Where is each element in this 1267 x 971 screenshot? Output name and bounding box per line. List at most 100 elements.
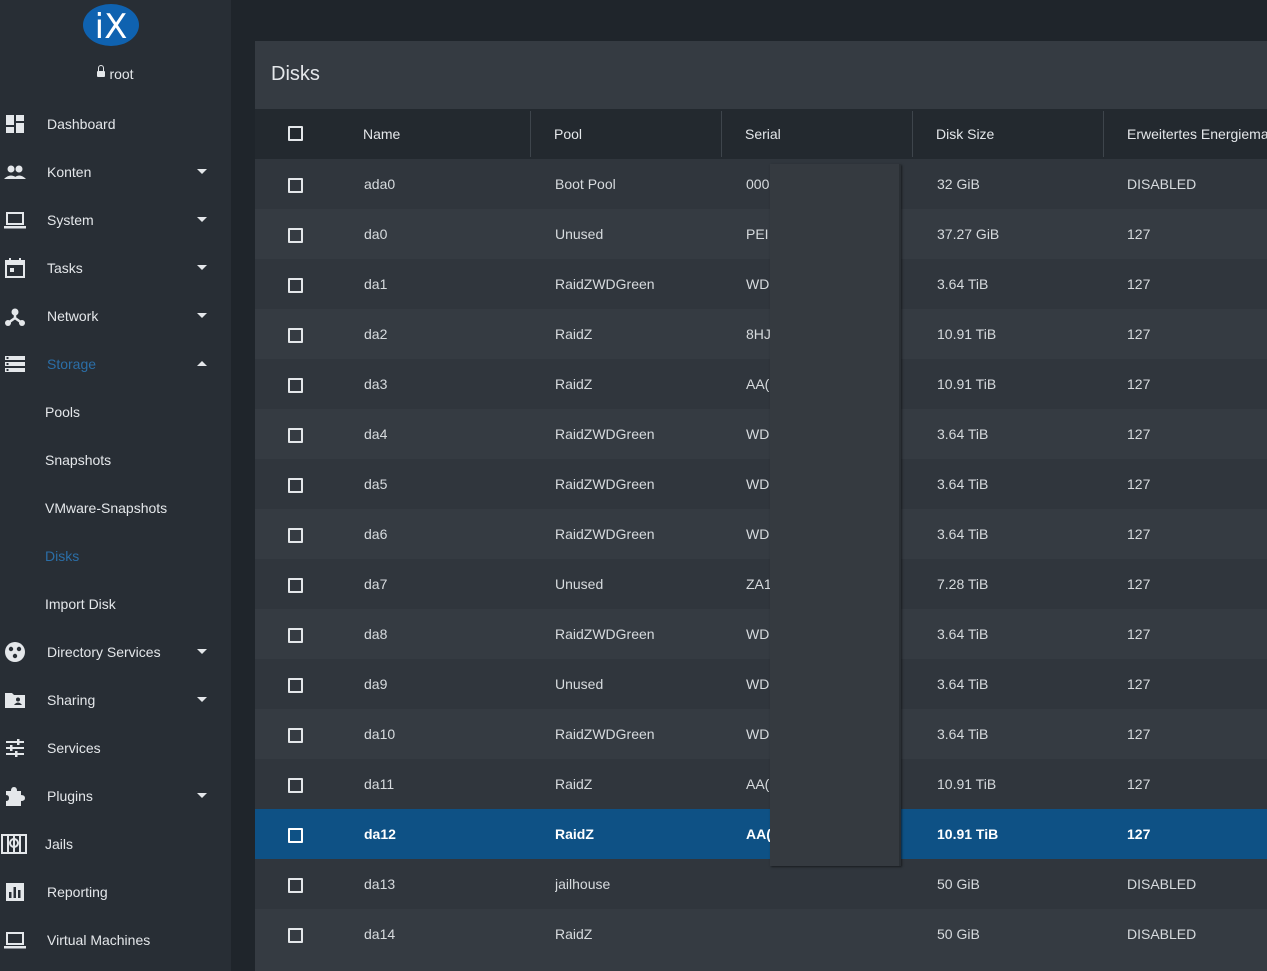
lock-icon xyxy=(97,65,106,78)
cell-power-management: 127 xyxy=(1127,626,1151,642)
nav-network[interactable]: Network xyxy=(0,292,231,340)
cell-pool: RaidZWDGreen xyxy=(555,526,655,542)
row-checkbox[interactable] xyxy=(288,628,303,643)
column-divider xyxy=(912,111,913,157)
cell-disk-size: 3.64 TiB xyxy=(937,426,989,442)
row-checkbox[interactable] xyxy=(288,578,303,593)
chevron-down-icon xyxy=(197,793,207,798)
cell-name: da1 xyxy=(364,276,388,292)
column-header-disk-size[interactable]: Disk Size xyxy=(936,126,995,142)
row-checkbox[interactable] xyxy=(288,678,303,693)
user-label[interactable]: root xyxy=(0,65,231,82)
chevron-down-icon xyxy=(197,217,207,222)
ix-logo[interactable]: iX xyxy=(82,2,140,48)
column-header-power-management[interactable]: Erweitertes Energiema xyxy=(1127,126,1267,142)
row-checkbox[interactable] xyxy=(288,878,303,893)
nav-vmware-snapshots[interactable]: VMware-Snapshots xyxy=(0,484,231,532)
cell-pool: Boot Pool xyxy=(555,176,616,192)
nav-label: Dashboard xyxy=(47,116,116,132)
row-checkbox[interactable] xyxy=(288,178,303,193)
cell-disk-size: 3.64 TiB xyxy=(937,526,989,542)
cell-power-management: DISABLED xyxy=(1127,876,1197,892)
table-row[interactable]: da6 RaidZWDGreen WD 3.64 TiB 127 xyxy=(255,509,1267,559)
nav-konten[interactable]: Konten xyxy=(0,148,231,196)
nav-plugins[interactable]: Plugins xyxy=(0,772,231,820)
cell-disk-size: 7.28 TiB xyxy=(937,576,989,592)
table-row[interactable]: da0 Unused PEI 37.27 GiB 127 xyxy=(255,209,1267,259)
network-icon xyxy=(5,308,25,326)
nav-snapshots[interactable]: Snapshots xyxy=(0,436,231,484)
nav-storage[interactable]: Storage xyxy=(0,340,231,388)
cell-pool: RaidZWDGreen xyxy=(555,426,655,442)
cell-pool: RaidZWDGreen xyxy=(555,476,655,492)
storage-icon xyxy=(5,356,25,372)
cell-serial: WD xyxy=(746,276,770,292)
row-checkbox[interactable] xyxy=(288,278,303,293)
cell-name: da5 xyxy=(364,476,388,492)
nav-disks[interactable]: Disks xyxy=(0,532,231,580)
cell-power-management: DISABLED xyxy=(1127,926,1197,942)
cell-power-management: 127 xyxy=(1127,426,1151,442)
table-row[interactable]: da1 RaidZWDGreen WD 3.64 TiB 127 xyxy=(255,259,1267,309)
cell-pool: RaidZ xyxy=(555,926,593,942)
table-row[interactable]: da10 RaidZWDGreen WD 3.64 TiB 127 xyxy=(255,709,1267,759)
table-row[interactable]: da7 Unused ZA1 7.28 TiB 127 xyxy=(255,559,1267,609)
row-checkbox[interactable] xyxy=(288,378,303,393)
cell-serial: WD xyxy=(746,476,770,492)
nav-reporting[interactable]: Reporting xyxy=(0,868,231,916)
select-all-checkbox[interactable] xyxy=(288,126,303,141)
chevron-down-icon xyxy=(197,169,207,174)
table-row[interactable]: da9 Unused WD 3.64 TiB 127 xyxy=(255,659,1267,709)
row-checkbox[interactable] xyxy=(288,478,303,493)
row-checkbox[interactable] xyxy=(288,928,303,943)
nav-directory-services[interactable]: Directory Services xyxy=(0,628,231,676)
nav-jails[interactable]: Jails xyxy=(0,820,231,868)
row-checkbox[interactable] xyxy=(288,778,303,793)
chevron-down-icon xyxy=(197,697,207,702)
row-checkbox[interactable] xyxy=(288,828,303,843)
row-checkbox[interactable] xyxy=(288,328,303,343)
chevron-down-icon xyxy=(197,313,207,318)
nav-virtual-machines[interactable]: Virtual Machines xyxy=(0,916,231,964)
nav-label: Network xyxy=(47,308,99,324)
chart-icon xyxy=(6,883,24,901)
table-row[interactable]: da2 RaidZ 8HJ 10.91 TiB 127 xyxy=(255,309,1267,359)
cell-serial: WD xyxy=(746,426,770,442)
cell-disk-size: 50 GiB xyxy=(937,876,980,892)
row-checkbox[interactable] xyxy=(288,528,303,543)
nav-services[interactable]: Services xyxy=(0,724,231,772)
table-row[interactable]: da4 RaidZWDGreen WD 3.64 TiB 127 xyxy=(255,409,1267,459)
nav-import-disk[interactable]: Import Disk xyxy=(0,580,231,628)
cell-pool: jailhouse xyxy=(555,876,611,892)
row-checkbox[interactable] xyxy=(288,228,303,243)
nav-tasks[interactable]: Tasks xyxy=(0,244,231,292)
cell-power-management: 127 xyxy=(1127,276,1151,292)
topbar xyxy=(231,0,1267,41)
nav-pools[interactable]: Pools xyxy=(0,388,231,436)
row-checkbox[interactable] xyxy=(288,728,303,743)
table-row[interactable]: da11 RaidZ AA(10.91 TiB 127 xyxy=(255,759,1267,809)
cell-power-management: DISABLED xyxy=(1127,176,1197,192)
cell-pool: RaidZ xyxy=(555,826,594,842)
dropdown-panel[interactable] xyxy=(770,164,901,866)
cell-serial: AA( xyxy=(746,376,770,392)
nav-sharing[interactable]: Sharing xyxy=(0,676,231,724)
cell-disk-size: 10.91 TiB xyxy=(937,376,997,392)
table-row[interactable]: da14 RaidZ 50 GiB DISABLED xyxy=(255,909,1267,959)
table-row[interactable]: da3 RaidZ AA(10.91 TiB 127 xyxy=(255,359,1267,409)
table-row[interactable]: da13 jailhouse 50 GiB DISABLED xyxy=(255,859,1267,909)
table-row[interactable]: ada0 Boot Pool 000 32 GiB DISABLED xyxy=(255,159,1267,209)
nav-dashboard[interactable]: Dashboard xyxy=(0,100,231,148)
cell-power-management: 127 xyxy=(1127,226,1151,242)
nav-system[interactable]: System xyxy=(0,196,231,244)
column-header-pool[interactable]: Pool xyxy=(554,126,583,142)
row-checkbox[interactable] xyxy=(288,428,303,443)
table-row[interactable]: da12 RaidZ AA(10.91 TiB 127 xyxy=(255,809,1267,859)
nav-label: Konten xyxy=(47,164,92,180)
column-header-name[interactable]: Name xyxy=(363,126,401,142)
table-row[interactable]: da8 RaidZWDGreen WD 3.64 TiB 127 xyxy=(255,609,1267,659)
column-header-serial[interactable]: Serial xyxy=(745,126,781,142)
table-row[interactable]: da5 RaidZWDGreen WD 3.64 TiB 127 xyxy=(255,459,1267,509)
nav-label: Storage xyxy=(47,356,97,372)
nav-label: Directory Services xyxy=(47,644,161,660)
